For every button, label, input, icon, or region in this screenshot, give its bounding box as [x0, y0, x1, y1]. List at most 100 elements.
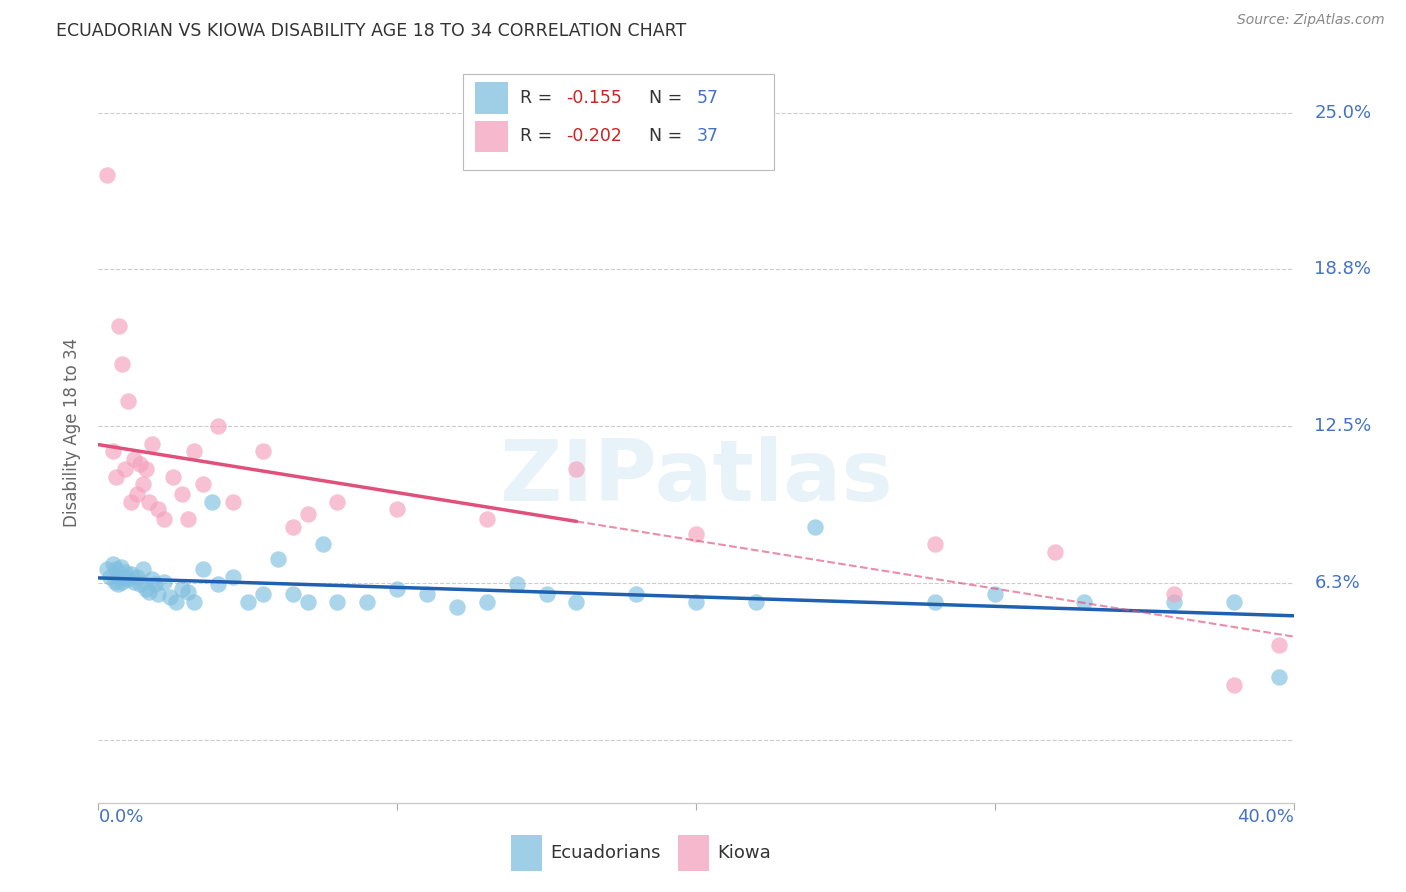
Point — [129, 577, 152, 591]
Point — [506, 577, 529, 591]
Point — [281, 520, 304, 534]
Point — [153, 512, 176, 526]
Point — [183, 595, 205, 609]
Text: -0.202: -0.202 — [565, 128, 621, 145]
Text: R =: R = — [520, 89, 558, 107]
Point — [177, 585, 200, 599]
Point — [159, 590, 181, 604]
Point — [177, 512, 200, 526]
Point — [108, 318, 131, 333]
Text: 6.3%: 6.3% — [1315, 574, 1360, 592]
Point — [685, 595, 707, 609]
Point — [1073, 595, 1095, 609]
Point — [108, 570, 131, 584]
Point — [105, 469, 128, 483]
Point — [1267, 670, 1289, 684]
Point — [207, 577, 229, 591]
Point — [129, 457, 152, 471]
Point — [804, 520, 827, 534]
FancyBboxPatch shape — [475, 82, 509, 113]
Point — [98, 570, 122, 584]
Text: N =: N = — [650, 128, 688, 145]
Text: ZIPatlas: ZIPatlas — [499, 435, 893, 518]
Point — [252, 444, 274, 458]
Point — [124, 452, 146, 467]
Point — [565, 462, 588, 476]
Point — [297, 507, 319, 521]
Text: ECUADORIAN VS KIOWA DISABILITY AGE 18 TO 34 CORRELATION CHART: ECUADORIAN VS KIOWA DISABILITY AGE 18 TO… — [56, 22, 686, 40]
Point — [281, 587, 304, 601]
Text: 37: 37 — [697, 128, 718, 145]
Point — [1043, 545, 1066, 559]
Text: 57: 57 — [697, 89, 718, 107]
Point — [924, 595, 946, 609]
Point — [127, 570, 149, 584]
Point — [565, 595, 588, 609]
Point — [153, 574, 176, 589]
Point — [172, 487, 194, 501]
Point — [1223, 595, 1246, 609]
Point — [475, 595, 498, 609]
Y-axis label: Disability Age 18 to 34: Disability Age 18 to 34 — [63, 338, 82, 527]
Point — [138, 494, 160, 508]
Point — [132, 562, 155, 576]
Point — [236, 595, 259, 609]
Point — [105, 562, 128, 576]
Point — [162, 469, 184, 483]
Point — [297, 595, 319, 609]
Point — [165, 595, 187, 609]
Point — [745, 595, 768, 609]
Point — [685, 527, 707, 541]
Text: Source: ZipAtlas.com: Source: ZipAtlas.com — [1237, 13, 1385, 28]
Text: Ecuadorians: Ecuadorians — [550, 844, 661, 863]
Point — [110, 560, 132, 574]
Text: 40.0%: 40.0% — [1237, 808, 1294, 826]
FancyBboxPatch shape — [510, 836, 541, 871]
Text: N =: N = — [650, 89, 688, 107]
Point — [104, 574, 127, 589]
Text: 25.0%: 25.0% — [1315, 103, 1372, 121]
Point — [148, 587, 170, 601]
Point — [252, 587, 274, 601]
Point — [1223, 678, 1246, 692]
Point — [148, 502, 170, 516]
Point — [96, 562, 118, 576]
Point — [114, 462, 136, 476]
Point — [207, 419, 229, 434]
Point — [107, 577, 129, 591]
Point — [143, 577, 166, 591]
Point — [626, 587, 648, 601]
Point — [222, 494, 245, 508]
Point — [114, 565, 136, 579]
Point — [111, 574, 134, 589]
FancyBboxPatch shape — [475, 121, 509, 152]
Point — [924, 537, 946, 551]
Point — [172, 582, 194, 597]
Text: R =: R = — [520, 128, 558, 145]
Text: -0.155: -0.155 — [565, 89, 621, 107]
Point — [222, 570, 245, 584]
Point — [135, 462, 157, 476]
Point — [356, 595, 378, 609]
Point — [1267, 638, 1289, 652]
Point — [475, 512, 498, 526]
Point — [267, 552, 290, 566]
Point — [326, 595, 349, 609]
Point — [132, 477, 155, 491]
Point — [135, 582, 157, 597]
Point — [120, 567, 142, 582]
Point — [201, 494, 224, 508]
Point — [124, 574, 146, 589]
Point — [103, 558, 125, 572]
Point — [1163, 587, 1185, 601]
Text: 0.0%: 0.0% — [98, 808, 143, 826]
Point — [536, 587, 558, 601]
Text: 18.8%: 18.8% — [1315, 260, 1371, 278]
Point — [96, 169, 118, 183]
Point — [385, 502, 409, 516]
Point — [127, 487, 149, 501]
Point — [183, 444, 205, 458]
Point — [111, 357, 134, 371]
Point — [1163, 595, 1185, 609]
Point — [385, 582, 409, 597]
